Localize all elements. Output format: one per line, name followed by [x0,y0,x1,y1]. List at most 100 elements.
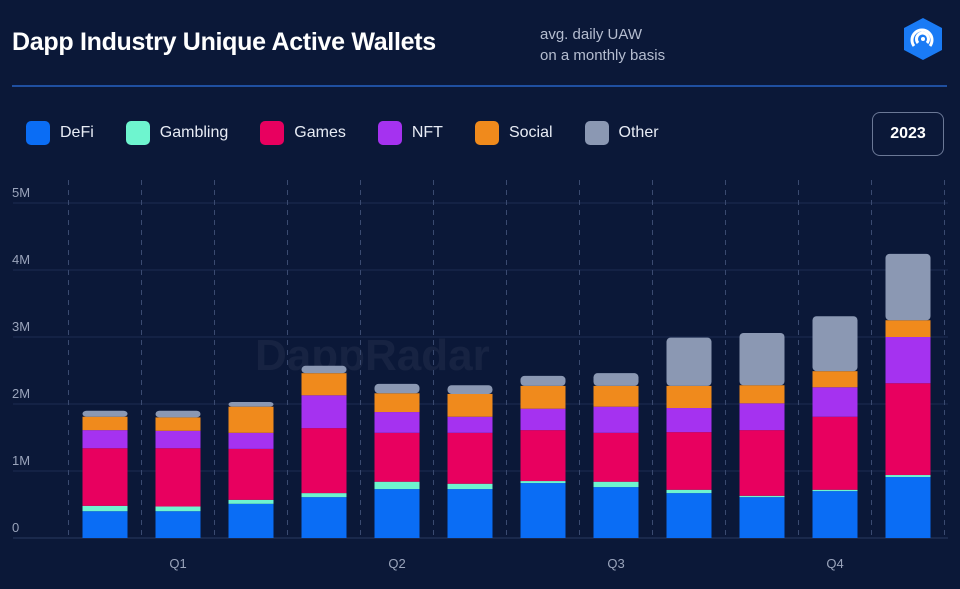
bar-segment-nft [374,412,420,433]
bar-segment-other [447,385,493,394]
bar-segment-games [228,448,274,500]
bar-segment-games [374,432,420,482]
bar-segment-nft [739,403,785,431]
bar-segment-other [82,410,128,417]
bar-segment-games [301,428,347,494]
bar-segment-gambling [82,505,128,512]
bar-segment-nft [812,387,858,417]
legend-label: DeFi [60,124,94,141]
bar-segment-nft [666,408,712,433]
page-title: Dapp Industry Unique Active Wallets [12,28,436,56]
bar-segment-games [520,430,566,482]
legend-swatch [260,121,285,145]
legend-label: Games [294,124,346,141]
bar-segment-social [155,417,201,431]
bar-segment-gambling [520,481,566,484]
dappradar-logo-icon [904,18,942,60]
legend-label: Other [618,124,659,141]
bar-segment-social [301,373,347,396]
bar-segment-social [228,406,274,433]
bar-segment-other [228,401,274,407]
x-quarter-label: Q1 [169,556,186,571]
bar-segment-games [739,430,785,496]
bar-segment-nft [447,416,493,433]
bar-segment-other [593,373,639,386]
y-tick-label: 2M [12,386,30,401]
bar-segment-games [593,432,639,482]
bar-segment-social [447,393,493,417]
bar-segment-gambling [155,506,201,512]
bar-segment-other [374,383,420,394]
legend-label: Gambling [159,124,229,141]
bar-segment-games [447,432,493,484]
bar-segment-social [739,385,785,404]
bar-segment-games [155,448,201,507]
bar-segment-defi [82,511,128,538]
legend-item-defi[interactable]: DeFi [26,121,94,145]
legend-item-nft[interactable]: NFT [377,121,443,145]
bar-segment-gambling [593,481,639,488]
bar-segment-other [885,253,931,321]
y-tick-label: 3M [12,319,30,334]
bar-segment-gambling [739,495,785,498]
bar-segment-nft [520,408,566,431]
legend-item-games[interactable]: Games [260,121,346,145]
bar-segment-social [374,393,420,413]
bar-segment-gambling [666,489,712,494]
bar-segment-social [885,320,931,337]
legend-item-social[interactable]: Social [474,121,553,145]
bar-segment-defi [666,493,712,538]
bar-segment-games [812,416,858,490]
y-tick-label: 4M [12,252,30,267]
bar-segment-gambling [885,475,931,478]
bar-segment-defi [301,497,347,538]
bar-segment-games [82,448,128,506]
legend-swatch [474,121,499,145]
bar-segment-defi [593,487,639,538]
legend: DeFi Gambling Games NFT Social Other [26,121,691,145]
x-quarter-label: Q2 [388,556,405,571]
bar-segment-social [520,385,566,409]
bar-segment-other [666,337,712,386]
legend-item-other[interactable]: Other [584,121,659,145]
bar-segment-gambling [447,483,493,490]
bar-segment-defi [885,477,931,538]
bar-segment-social [82,416,128,431]
bar-segment-defi [520,483,566,538]
legend-swatch [125,121,150,145]
bar-segment-other [155,410,201,418]
bar-segment-nft [155,430,201,449]
bar-segment-gambling [228,499,274,504]
bar-segment-social [593,385,639,407]
bar-segment-nft [82,430,128,449]
bar-segment-defi [374,489,420,538]
bar-segment-games [666,432,712,490]
header-divider [12,85,947,87]
subtitle-line-2: on a monthly basis [540,47,666,64]
legend-swatch [26,121,50,145]
bar-segment-social [666,385,712,409]
bar-segment-other [301,365,347,374]
legend-swatch [377,121,402,145]
bar-segment-games [885,383,931,476]
legend-item-gambling[interactable]: Gambling [125,121,229,145]
bar-segment-nft [593,406,639,433]
bar-segment-defi [739,497,785,538]
bar-segment-gambling [812,489,858,492]
subtitle-line-1: avg. daily UAW [540,26,642,43]
bar-segment-nft [301,395,347,429]
bar-segment-nft [885,337,931,384]
year-selector-button[interactable]: 2023 [872,112,944,156]
y-tick-label: 5M [12,185,30,200]
bar-segment-defi [228,503,274,538]
y-tick-label: 1M [12,453,30,468]
bar-segment-defi [155,511,201,538]
x-quarter-label: Q4 [826,556,843,571]
bar-segment-nft [228,432,274,449]
watermark: DappRadar [255,331,490,380]
bar-segment-defi [447,489,493,538]
bar-segment-other [520,375,566,386]
legend-label: Social [508,124,553,141]
bar-segment-other [739,332,785,386]
